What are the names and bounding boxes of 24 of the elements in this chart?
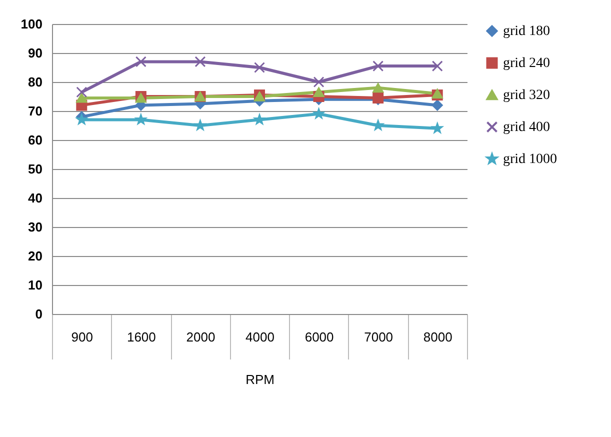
y-tick-label: 60 (28, 132, 42, 148)
y-tick-label: 90 (28, 46, 42, 60)
x-tick-label: 1600 (126, 330, 156, 344)
y-tick-label: 80 (28, 74, 42, 90)
y-tick-label: 10 (28, 278, 42, 292)
y-tick-label: 70 (28, 104, 42, 118)
y-tick-label: 0 (35, 306, 42, 322)
x-tick-label: 7000 (364, 330, 394, 344)
y-tick-label: 20 (28, 248, 42, 264)
legend-label: grid 400 (503, 120, 550, 135)
y-tick-label: 100 (20, 16, 42, 32)
x-tick-label: 8000 (423, 330, 452, 344)
x-tick-label: 6000 (304, 330, 334, 344)
y-tick-label: 50 (28, 162, 42, 176)
legend-label: grid 240 (503, 56, 550, 71)
legend-label: grid 180 (503, 24, 550, 39)
x-axis-title: RPM (246, 372, 274, 387)
y-tick-label: 30 (28, 220, 42, 234)
x-tick-label: 900 (71, 330, 93, 344)
y-tick-label: 40 (28, 190, 42, 206)
x-tick-label: 2000 (186, 330, 216, 344)
x-tick-label: 4000 (246, 330, 274, 344)
legend-label: grid 320 (503, 88, 550, 103)
legend-label: grid 1000 (503, 152, 558, 167)
